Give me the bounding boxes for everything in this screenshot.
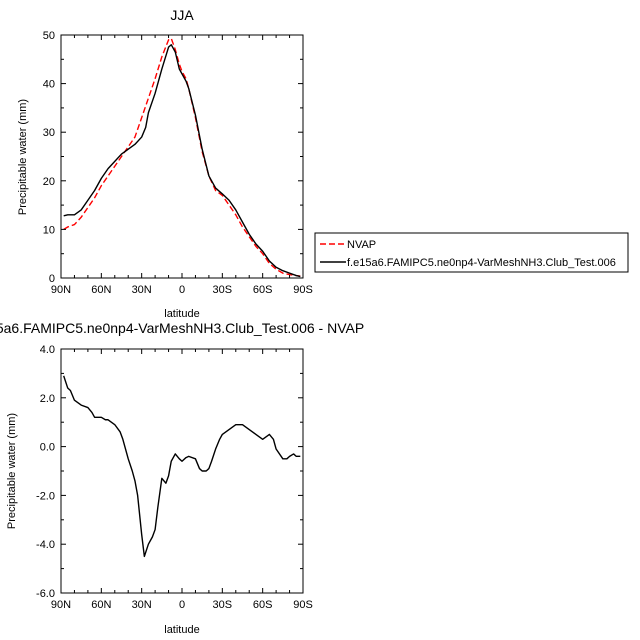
legend-label-model: f.e15a6.FAMIPC5.ne0np4-VarMeshNH3.Club_T…	[347, 257, 616, 269]
top-plot-frame	[60, 34, 304, 279]
top-plot-area	[63, 37, 301, 278]
bottom-plot-frame	[60, 348, 304, 594]
bottom-x-tick-label: 30N	[132, 599, 152, 611]
top-y-ticks: 0 10 20 30 40 50	[43, 30, 303, 285]
top-panel: JJA 90N 60N 30N 0 30S 60S 90S 0 10 20 30 40 50 lati…	[17, 7, 313, 320]
top-x-tick-label: 90S	[293, 284, 313, 296]
bottom-y-tick-label: -4.0	[36, 539, 55, 551]
top-x-tick-label: 30S	[213, 284, 233, 296]
legend-label-nvap: NVAP	[347, 239, 376, 251]
legend-box	[314, 232, 629, 273]
top-y-tick-label: 40	[43, 79, 55, 91]
top-y-tick-label: 10	[43, 224, 55, 236]
bottom-x-tick-label: 90S	[293, 599, 313, 611]
bottom-y-axis-label: Precipitable water (mm)	[6, 413, 18, 529]
bottom-chart-title: 5a6.FAMIPC5.ne0np4-VarMeshNH3.Club_Test.…	[0, 320, 364, 336]
top-x-tick-label: 30N	[132, 284, 152, 296]
legend: NVAP f.e15a6.FAMIPC5.ne0np4-VarMeshNH3.C…	[314, 232, 629, 273]
bottom-y-tick-label: 4.0	[40, 344, 55, 356]
bottom-x-tick-label: 60N	[91, 599, 111, 611]
top-series-line-0	[63, 37, 301, 277]
bottom-panel: 5a6.FAMIPC5.ne0np4-VarMeshNH3.Club_Test.…	[0, 320, 364, 636]
top-y-tick-label: 0	[49, 273, 55, 285]
bottom-y-tick-label: 2.0	[40, 393, 55, 405]
top-y-axis-label: Precipitable water (mm)	[17, 99, 29, 215]
bottom-y-ticks: 4.0 2.0 0.0 -2.0 -4.0 -6.0	[36, 344, 303, 600]
top-series-line-1	[63, 44, 301, 278]
bottom-x-axis-label: latitude	[164, 624, 199, 636]
top-x-tick-label: 60S	[253, 284, 273, 296]
top-x-tick-label: 90N	[51, 284, 71, 296]
bottom-y-tick-label: 0.0	[40, 442, 55, 454]
top-x-tick-label: 60N	[91, 284, 111, 296]
top-x-axis-label: latitude	[164, 308, 199, 320]
bottom-plot-area	[63, 375, 301, 558]
bottom-y-tick-label: -6.0	[36, 588, 55, 600]
bottom-x-tick-label: 90N	[51, 599, 71, 611]
top-x-ticks: 90N 60N 30N 0 30S 60S 90S	[51, 35, 313, 296]
top-y-tick-label: 50	[43, 30, 55, 42]
bottom-x-ticks: 90N 60N 30N 0 30S 60S 90S	[51, 349, 313, 611]
bottom-series-line-0	[63, 375, 301, 558]
top-chart-title: JJA	[170, 7, 194, 23]
top-x-tick-label: 0	[179, 284, 185, 296]
bottom-x-tick-label: 60S	[253, 599, 273, 611]
bottom-x-tick-label: 0	[179, 599, 185, 611]
top-y-tick-label: 30	[43, 127, 55, 139]
bottom-y-tick-label: -2.0	[36, 490, 55, 502]
bottom-x-tick-label: 30S	[213, 599, 233, 611]
top-y-tick-label: 20	[43, 176, 55, 188]
